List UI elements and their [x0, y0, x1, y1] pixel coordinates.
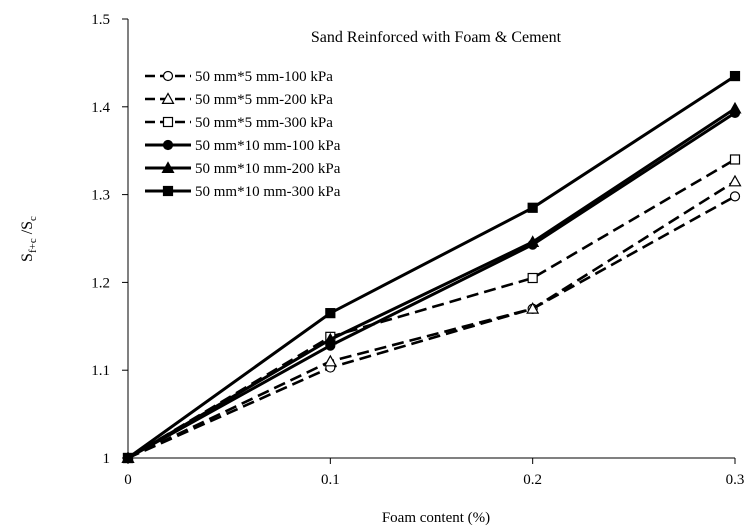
data-point [728, 101, 742, 114]
legend-label: 50 mm*5 mm-100 kPa [195, 69, 333, 85]
legend-label: 50 mm*10 mm-200 kPa [195, 161, 341, 177]
series-line [127, 74, 736, 460]
y-tick-label: 1.5 [91, 12, 110, 28]
x-tick-label: 0.2 [523, 472, 542, 488]
data-point [527, 272, 538, 284]
chart-title: Sand Reinforced with Foam & Cement [311, 29, 562, 46]
series-line [127, 107, 736, 460]
data-point [161, 92, 175, 105]
data-point [729, 70, 741, 82]
y-tick-label: 1.4 [91, 100, 110, 116]
data-point [526, 235, 540, 248]
axes [127, 19, 735, 459]
legend-label: 50 mm*5 mm-300 kPa [195, 115, 333, 131]
x-tick-label: 0.3 [726, 472, 745, 488]
data-point [161, 161, 175, 173]
y-tick-label: 1.2 [91, 275, 110, 291]
legend-item: 50 mm*10 mm-100 kPa [145, 138, 341, 154]
y-tick-label: 1.1 [91, 363, 110, 379]
x-tick-label: 0.1 [321, 472, 340, 488]
data-point [122, 452, 134, 464]
series-layer [121, 70, 742, 464]
data-point [323, 354, 337, 367]
data-point [729, 191, 741, 202]
legend-label: 50 mm*10 mm-300 kPa [195, 184, 341, 200]
y-tick-label: 1 [103, 451, 111, 467]
series-line [127, 111, 736, 460]
legend-label: 50 mm*10 mm-100 kPa [195, 138, 341, 154]
series-line [127, 180, 736, 460]
data-point [325, 308, 336, 319]
x-tick-label: 0 [124, 472, 132, 488]
legend-item: 50 mm*10 mm-300 kPa [145, 184, 341, 200]
series-5 [121, 101, 742, 463]
legend-item: 50 mm*5 mm-300 kPa [145, 115, 333, 131]
x-ticks: 0 0.1 0.2 0.3 [124, 458, 744, 488]
series-1 [122, 191, 741, 464]
data-point [162, 116, 174, 128]
y-ticks: 1 1.1 1.2 1.3 1.4 1.5 [91, 12, 128, 467]
data-point [728, 174, 742, 187]
legend-item: 50 mm*5 mm-200 kPa [145, 92, 333, 108]
series-6 [122, 70, 741, 464]
legend-label: 50 mm*5 mm-200 kPa [195, 92, 333, 108]
legend-item: 50 mm*5 mm-100 kPa [145, 69, 333, 85]
data-point [526, 302, 540, 314]
data-point [729, 154, 741, 165]
y-axis-label: Sf+c /Sc [19, 216, 39, 262]
y-tick-label: 1.3 [91, 188, 110, 204]
legend: 50 mm*5 mm-100 kPa 50 mm*5 mm-200 kPa 50 m… [145, 69, 341, 200]
data-point [162, 185, 174, 197]
data-point [527, 202, 538, 213]
series-line [127, 195, 736, 460]
legend-item: 50 mm*10 mm-200 kPa [145, 161, 341, 177]
data-point [323, 332, 337, 345]
x-axis-label: Foam content (%) [382, 510, 490, 526]
data-point [162, 70, 174, 82]
data-point [162, 139, 174, 151]
